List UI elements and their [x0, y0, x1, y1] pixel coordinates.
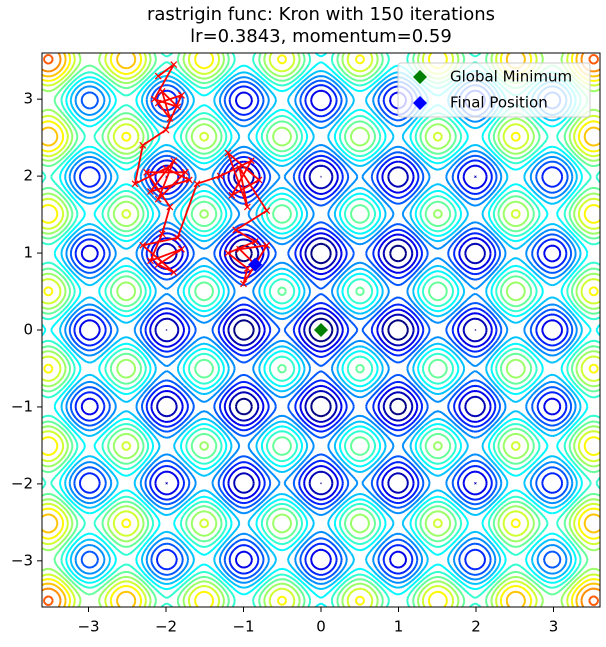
- path-marker: [162, 126, 170, 134]
- y-tick-label: −3: [11, 551, 33, 569]
- legend-marker: [413, 70, 427, 84]
- contour-group: [42, 53, 600, 607]
- path-marker: [247, 157, 255, 165]
- legend-label: Final Position: [450, 94, 548, 112]
- path-marker: [216, 172, 224, 180]
- path-marker: [251, 238, 259, 245]
- path-marker: [147, 257, 154, 265]
- path-marker: [166, 114, 174, 122]
- path-marker: [154, 195, 162, 203]
- y-tick-label: 1: [23, 244, 33, 262]
- y-tick-label: 3: [23, 90, 33, 108]
- contour-line: [154, 164, 488, 496]
- path-marker: [154, 99, 162, 107]
- chart-title: rastrigin func: Kron with 150 iterations: [147, 4, 495, 25]
- x-tick-label: 1: [394, 618, 404, 636]
- path-marker: [158, 88, 166, 95]
- path-marker: [170, 61, 178, 68]
- contour-line: [73, 84, 569, 576]
- path-marker: [224, 149, 232, 157]
- path-marker: [236, 164, 244, 172]
- chart-subtitle: lr=0.3843, momentum=0.59: [190, 26, 452, 47]
- path-marker: [174, 234, 182, 242]
- x-tick-label: −2: [155, 618, 177, 636]
- x-tick-label: 3: [549, 618, 559, 636]
- point-marker: [248, 257, 263, 272]
- path-marker: [158, 230, 166, 238]
- path-marker: [139, 141, 147, 149]
- y-tick-label: 0: [23, 321, 33, 339]
- path-marker: [181, 168, 189, 176]
- legend-box: [397, 62, 591, 118]
- contour-line: [59, 70, 583, 590]
- path-marker: [178, 91, 185, 99]
- path-marker: [224, 249, 232, 257]
- path-marker: [154, 261, 162, 269]
- point-marker: [314, 323, 328, 337]
- x-tick-label: 2: [471, 618, 481, 636]
- legend-marker: [413, 96, 427, 110]
- contour-line: [42, 53, 600, 607]
- path-marker: [131, 180, 139, 188]
- path-marker: [193, 180, 201, 188]
- path-marker: [170, 268, 178, 276]
- path-marker: [263, 207, 271, 215]
- contour-line: [42, 53, 600, 607]
- x-tick-label: −3: [77, 618, 99, 636]
- path-marker: [178, 245, 185, 253]
- x-tick-label: 0: [316, 618, 326, 636]
- y-tick-label: −1: [11, 397, 33, 415]
- path-marker: [243, 265, 251, 272]
- path-marker: [228, 191, 236, 199]
- path-marker: [139, 241, 147, 249]
- path-marker: [170, 157, 178, 165]
- contour-line: [64, 75, 578, 585]
- path-marker: [255, 176, 263, 184]
- path-marker: [162, 164, 170, 172]
- path-marker: [185, 176, 193, 184]
- path-marker: [240, 280, 247, 288]
- path-marker: [236, 245, 244, 253]
- path-marker: [232, 226, 240, 234]
- contour-line: [43, 53, 599, 607]
- y-tick-label: 2: [23, 167, 33, 185]
- legend-label: Global Minimum: [450, 68, 572, 86]
- path-marker: [166, 203, 174, 211]
- x-tick-label: −1: [232, 618, 254, 636]
- path-marker: [263, 241, 271, 249]
- path-marker: [154, 72, 162, 80]
- path-marker: [243, 203, 251, 211]
- path-marker: [143, 168, 151, 176]
- optimizer-path: [133, 63, 269, 285]
- path-marker: [147, 188, 154, 195]
- y-tick-label: −2: [11, 474, 33, 492]
- path-marker: [174, 103, 182, 111]
